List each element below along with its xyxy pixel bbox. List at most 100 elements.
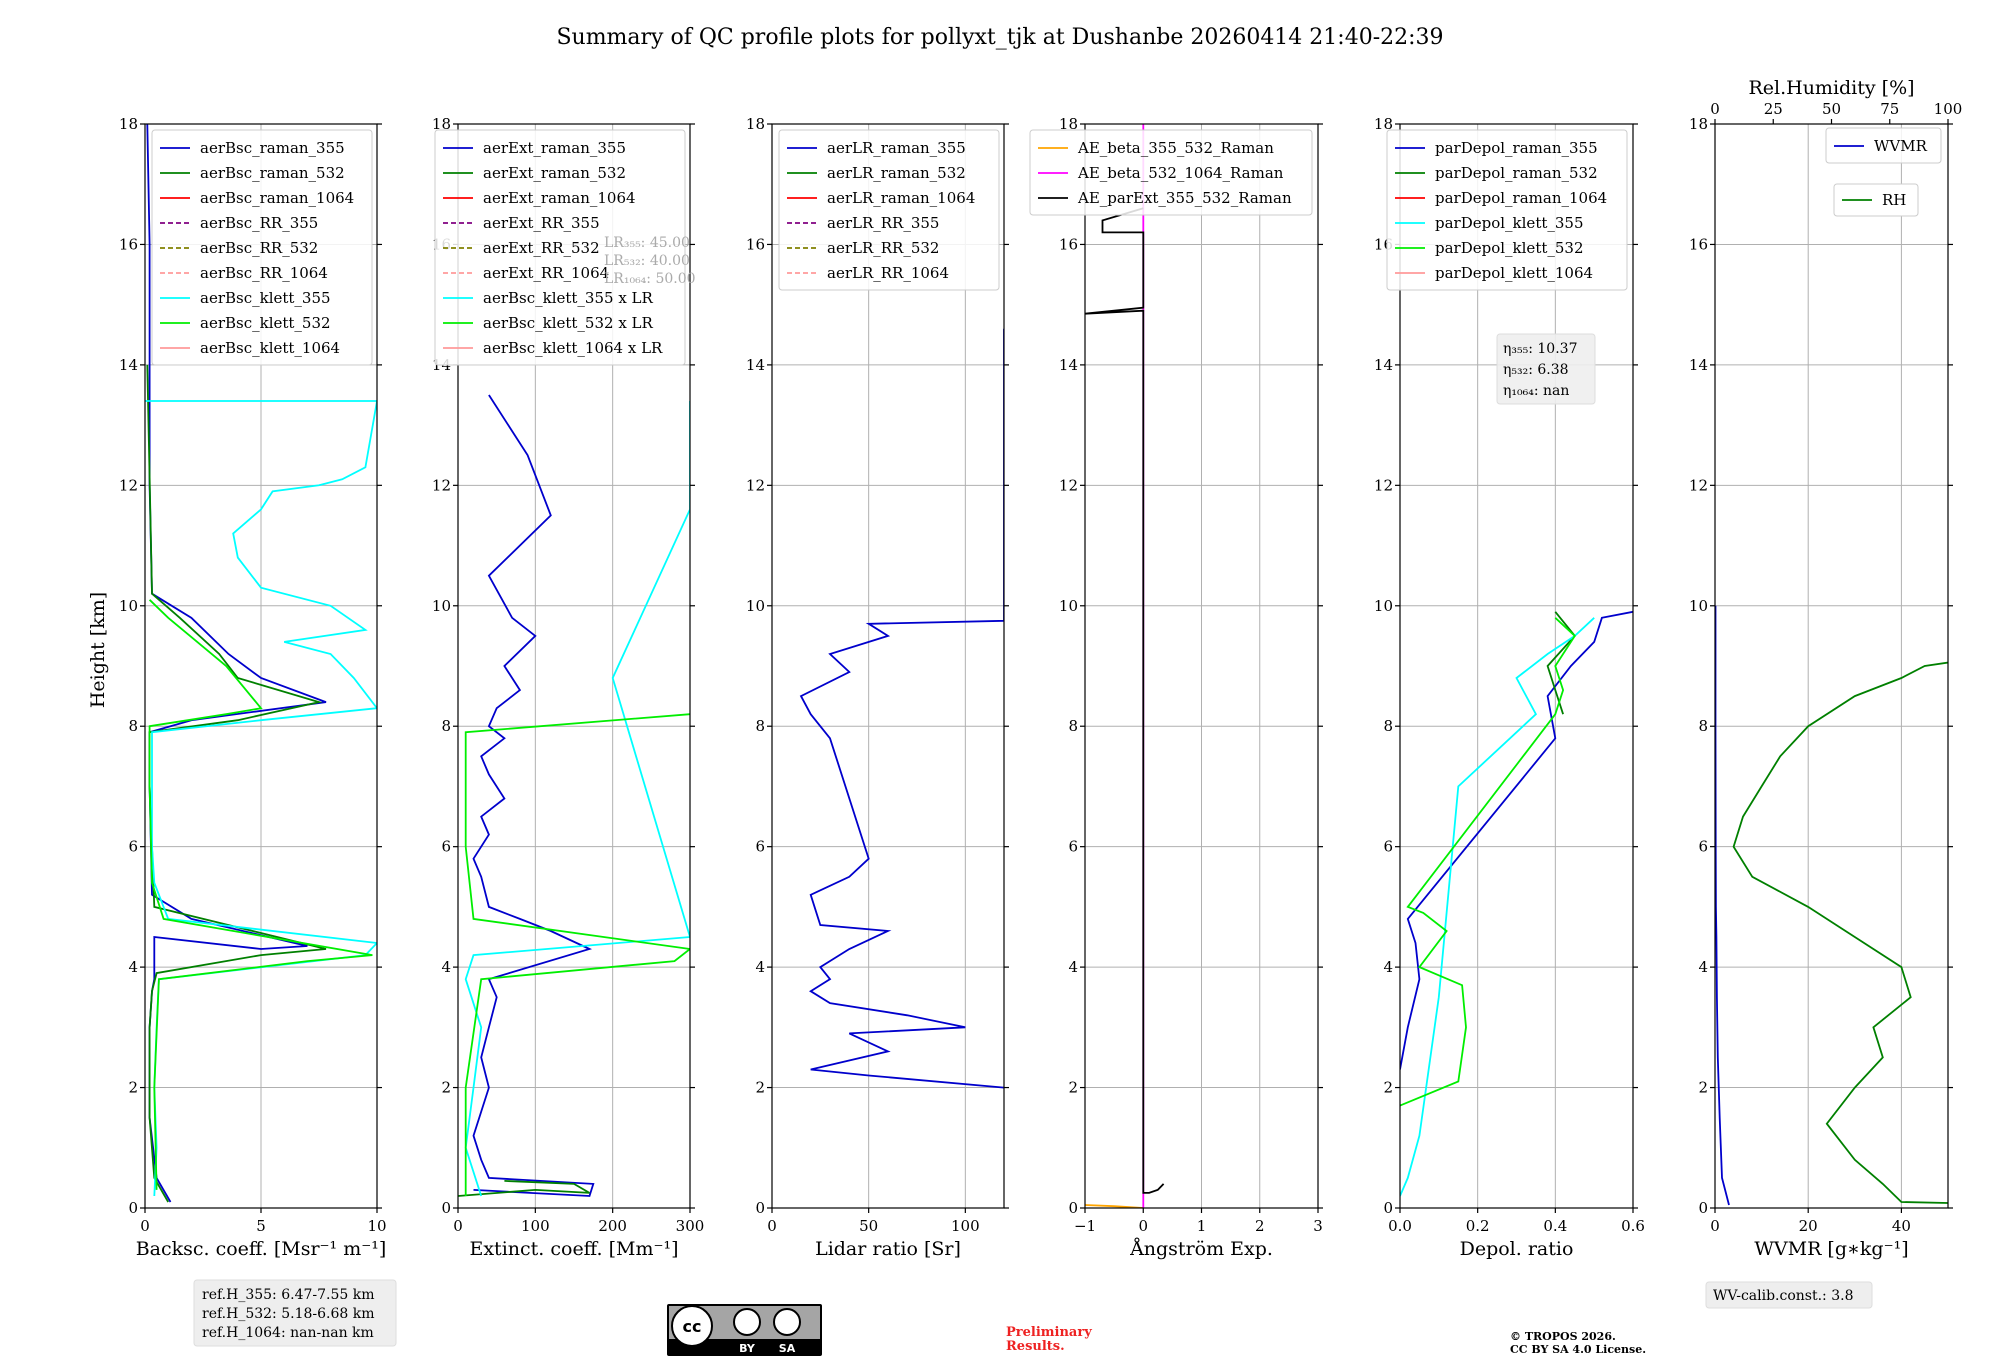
legend-label: aerExt_raman_532 bbox=[483, 164, 626, 182]
series-group bbox=[1715, 605, 1948, 1206]
series-line-WVMR bbox=[1715, 605, 1730, 1206]
x-tick-label: 0 bbox=[767, 1217, 777, 1235]
y-tick-label: 6 bbox=[755, 838, 765, 856]
panel-bsc: 0 2 4 6 8 10 12 14 16 18 0 5 10 Backsc. coeff. [Msr⁻¹… bbox=[119, 115, 387, 1260]
lr-annotation: LR₃₅₅: 45.00 bbox=[604, 235, 690, 251]
wv-calib-box: WV-calib.const.: 3.8 bbox=[1705, 1281, 1873, 1309]
series-line-aerLR_raman_355 bbox=[799, 328, 1004, 1089]
x-tick-label: 50 bbox=[859, 1217, 878, 1235]
legend-label: aerLR_RR_355 bbox=[827, 214, 939, 232]
x-tick-label: 0.4 bbox=[1543, 1217, 1567, 1235]
refh-532: ref.H_532: 5.18-6.68 km bbox=[202, 1306, 375, 1322]
top-axis-label: Rel.Humidity [%] bbox=[1748, 77, 1914, 99]
y-tick-label: 8 bbox=[755, 717, 765, 735]
x-tick-label: 10 bbox=[367, 1217, 386, 1235]
refh-1064: ref.H_1064: nan-nan km bbox=[202, 1325, 374, 1341]
x-tick-label: 100 bbox=[951, 1217, 980, 1235]
legend-label: parDepol_klett_532 bbox=[1435, 239, 1584, 257]
x-tick-label: 0 bbox=[1138, 1217, 1148, 1235]
legend-frame bbox=[778, 129, 1000, 291]
legend-label: aerExt_raman_1064 bbox=[483, 189, 636, 207]
y-tick-label: 16 bbox=[119, 235, 138, 253]
y-tick-label: 0 bbox=[128, 1199, 138, 1217]
preliminary-line1: Preliminary bbox=[1006, 1325, 1092, 1340]
legend: WVMR bbox=[1825, 127, 1942, 164]
y-tick-label: 0 bbox=[441, 1199, 451, 1217]
legend-label: aerLR_RR_532 bbox=[827, 239, 939, 257]
series-line-parDepol_raman_355 bbox=[1400, 610, 1633, 1070]
panel-lr: 0 2 4 6 8 10 12 14 16 18 0 50 100 Lidar ratio [Sr] aer… bbox=[746, 115, 1009, 1260]
y-axis-label: Height [km] bbox=[87, 592, 109, 708]
copyright-line2: CC BY SA 4.0 License. bbox=[1510, 1343, 1646, 1356]
y-tick-label: 12 bbox=[1374, 476, 1393, 494]
y-tick-label: 16 bbox=[1689, 235, 1708, 253]
y-tick-label: 12 bbox=[746, 476, 765, 494]
series-group bbox=[145, 124, 377, 1203]
y-tick-label: 18 bbox=[119, 115, 138, 133]
legend-label: parDepol_raman_1064 bbox=[1435, 189, 1607, 207]
series-group bbox=[1085, 124, 1165, 1208]
y-tick-label: 4 bbox=[755, 958, 765, 976]
reference-height-box: ref.H_355: 6.47-7.55 km ref.H_532: 5.18-… bbox=[193, 1279, 397, 1347]
legend-label: aerBsc_RR_355 bbox=[200, 214, 318, 232]
top-tick-label: 100 bbox=[1934, 100, 1963, 118]
y-tick-label: 12 bbox=[1689, 476, 1708, 494]
legend-label: parDepol_klett_1064 bbox=[1435, 264, 1593, 282]
legend: aerBsc_raman_355 aerBsc_raman_532 aerBsc_r… bbox=[151, 129, 373, 366]
y-tick-label: 4 bbox=[1383, 958, 1393, 976]
series-line-aerBsc_klett_532 x LR bbox=[464, 713, 690, 1196]
y-tick-label: 8 bbox=[1698, 717, 1708, 735]
legend-label: parDepol_raman_532 bbox=[1435, 164, 1598, 182]
y-tick-label: 10 bbox=[119, 597, 138, 615]
legend-label: aerBsc_raman_1064 bbox=[200, 189, 354, 207]
y-tick-label: 0 bbox=[1068, 1199, 1078, 1217]
legend-label: aerLR_RR_1064 bbox=[827, 264, 949, 282]
series-line-aerExt_raman_532 bbox=[458, 1180, 590, 1197]
x-tick-label: −1 bbox=[1074, 1217, 1096, 1235]
y-tick-label: 18 bbox=[432, 115, 451, 133]
series-group bbox=[799, 328, 1004, 1089]
y-tick-label: 16 bbox=[1059, 235, 1078, 253]
x-tick-label: 20 bbox=[1799, 1217, 1818, 1235]
x-tick-label: 300 bbox=[676, 1217, 705, 1235]
y-tick-label: 14 bbox=[1689, 356, 1708, 374]
y-tick-label: 12 bbox=[119, 476, 138, 494]
lr-annotation: LR₅₃₂: 40.00 bbox=[604, 253, 690, 269]
legend: aerLR_raman_355 aerLR_raman_532 aerLR_rama… bbox=[778, 129, 1000, 291]
sa-text: SA bbox=[779, 1342, 796, 1355]
y-tick-label: 2 bbox=[1068, 1079, 1078, 1097]
legend-label: aerBsc_RR_1064 bbox=[200, 264, 328, 282]
figure-title: Summary of QC profile plots for pollyxt_… bbox=[556, 25, 1443, 50]
legend-label: aerLR_raman_355 bbox=[827, 139, 966, 157]
x-tick-label: 200 bbox=[598, 1217, 627, 1235]
x-tick-label: 3 bbox=[1313, 1217, 1323, 1235]
y-tick-label: 2 bbox=[755, 1079, 765, 1097]
y-tick-label: 8 bbox=[1068, 717, 1078, 735]
legend-label: aerBsc_RR_532 bbox=[200, 239, 318, 257]
x-axis-label: Lidar ratio [Sr] bbox=[815, 1238, 961, 1260]
legend: aerExt_raman_355 aerExt_raman_532 aerExt_r… bbox=[434, 129, 686, 366]
y-tick-label: 12 bbox=[1059, 476, 1078, 494]
eta-box bbox=[1496, 333, 1596, 405]
legend-label: aerExt_RR_355 bbox=[483, 214, 600, 232]
series-line-parDepol_klett_532 bbox=[1400, 617, 1576, 1107]
legend-label: aerExt_RR_1064 bbox=[483, 264, 609, 282]
y-tick-label: 14 bbox=[119, 356, 138, 374]
top-tick-label: 0 bbox=[1710, 100, 1720, 118]
legend-label: WVMR bbox=[1874, 137, 1928, 155]
legend-label: aerBsc_klett_1064 x LR bbox=[483, 339, 663, 357]
by-text: BY bbox=[739, 1342, 756, 1355]
series-line-aerBsc_klett_355 x LR bbox=[464, 401, 690, 1197]
x-tick-label: 100 bbox=[521, 1217, 550, 1235]
y-tick-label: 4 bbox=[128, 958, 138, 976]
y-tick-label: 0 bbox=[1383, 1199, 1393, 1217]
y-tick-label: 8 bbox=[441, 717, 451, 735]
panel-frame bbox=[771, 123, 1005, 1209]
legend-label: aerExt_raman_355 bbox=[483, 139, 626, 157]
legend-label: parDepol_raman_355 bbox=[1435, 139, 1598, 157]
copyright-line1: © TROPOS 2026. bbox=[1510, 1330, 1616, 1343]
series-line-AE_parExt_355_532_Raman bbox=[1085, 207, 1165, 1194]
